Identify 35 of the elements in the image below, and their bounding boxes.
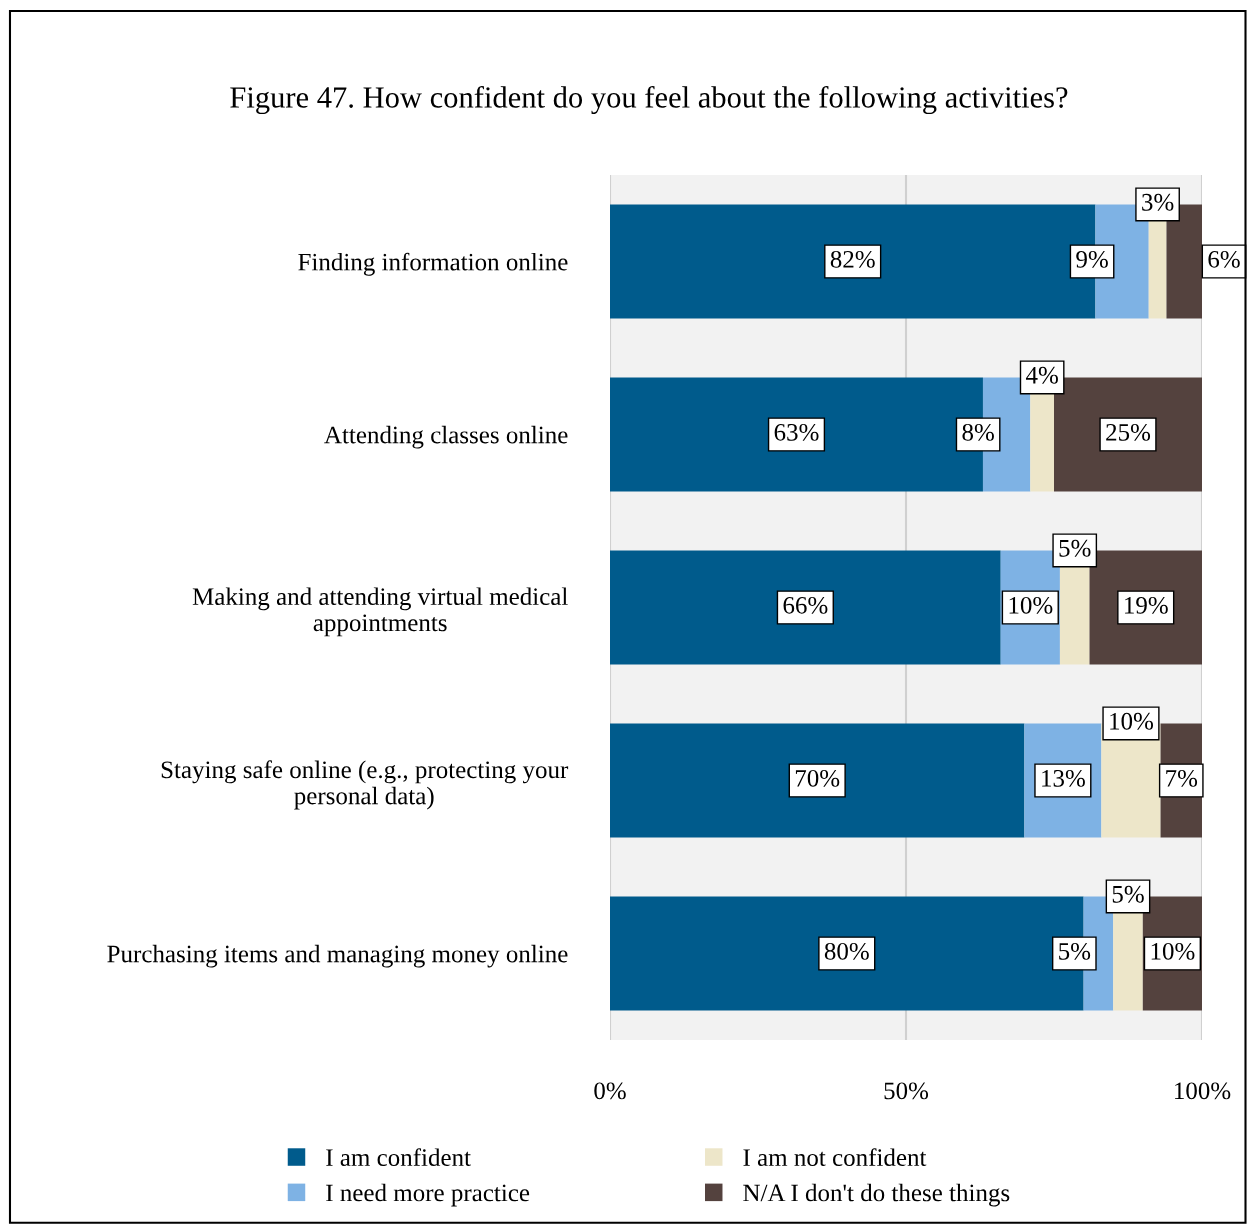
x-tick-label: 50% (884, 1082, 929, 1100)
data-label: 4% (1025, 366, 1058, 384)
x-tick-label: 100% (1175, 1082, 1231, 1100)
data-label: 5% (1059, 942, 1091, 960)
data-label: 66% (783, 596, 828, 614)
chart-title: Figure 47. How confident do you feel about the following activities? (230, 85, 1068, 115)
data-label: 8% (962, 423, 994, 441)
data-label: 5% (1059, 539, 1091, 557)
legend-label: I need more practice (326, 1183, 530, 1207)
legend-label: I am not confident (743, 1148, 927, 1167)
legend-label: N/A I don't do these things (743, 1183, 1010, 1207)
y-tick-label: Attending classes online (324, 425, 568, 449)
data-label: 9% (1076, 250, 1108, 268)
data-label: 82% (830, 250, 875, 268)
data-label: 25% (1106, 423, 1151, 441)
data-label: 6% (1208, 250, 1240, 268)
y-tick-label: Making and attending virtual medical appointments (192, 587, 568, 637)
bar (610, 723, 1025, 838)
x-tick-label: 0% (594, 1082, 626, 1100)
y-tick-label: Finding information online (298, 252, 568, 276)
y-tick-label: Staying safe online (e.g., protecting your personal data) (161, 760, 569, 810)
data-label: 19% (1125, 596, 1168, 614)
data-label: 3% (1142, 193, 1174, 211)
data-label: 5% (1112, 885, 1144, 903)
data-label: 10% (1009, 596, 1053, 614)
data-label: 7% (1166, 769, 1198, 787)
data-label: 80% (824, 942, 869, 960)
data-label: 70% (795, 769, 840, 787)
bar (610, 550, 1001, 665)
legend-label: I am confident (326, 1148, 471, 1167)
data-label: 63% (774, 423, 819, 441)
data-label: 10% (1110, 712, 1154, 730)
data-label: 10% (1151, 942, 1195, 960)
y-tick-label: Purchasing items and managing money online (107, 944, 568, 968)
data-label: 13% (1042, 769, 1085, 787)
